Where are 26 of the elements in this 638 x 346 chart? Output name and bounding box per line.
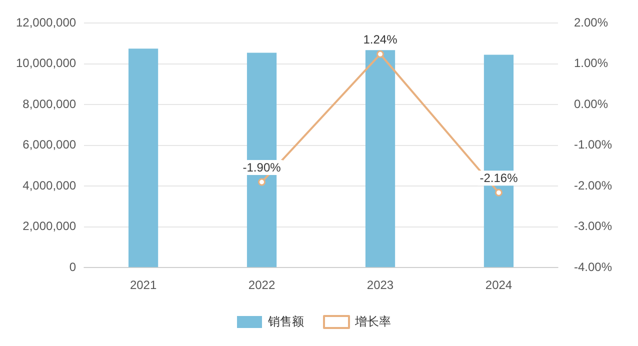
y2-tick-label: -2.00% [574,178,612,192]
y-tick-label: 8,000,000 [22,96,76,111]
x-tick-label: 2024 [485,278,512,292]
y2-tick-label: 0.00% [574,96,608,111]
y-tick-label: 10,000,000 [16,56,76,70]
y2-tick-label: 2.00% [574,16,608,30]
x-tick-label: 2021 [130,278,157,292]
y2-tick-label: 1.00% [574,56,608,70]
y-tick-label: 12,000,000 [16,16,76,30]
y-tick-label: 2,000,000 [22,219,76,234]
point [494,188,502,196]
point [376,50,384,58]
y2-tick-label: -3.00% [574,219,612,234]
y-tick-label: 0 [69,260,76,274]
legend-label: 增长率 [354,314,391,328]
data-label: -1.90% [242,160,282,174]
x-tick-label: 2023 [366,278,394,292]
legend-label: 销售额 [267,314,304,328]
point [258,178,266,186]
y-tick-label: 6,000,000 [22,138,76,152]
data-label: 1.24% [363,32,398,46]
x-tick-label: 2022 [248,278,276,292]
data-label: -2.16% [480,170,518,185]
y2-tick-label: -1.00% [574,138,612,152]
y-tick-label: 4,000,000 [22,178,76,192]
y2-tick-label: -4.00% [574,260,612,274]
